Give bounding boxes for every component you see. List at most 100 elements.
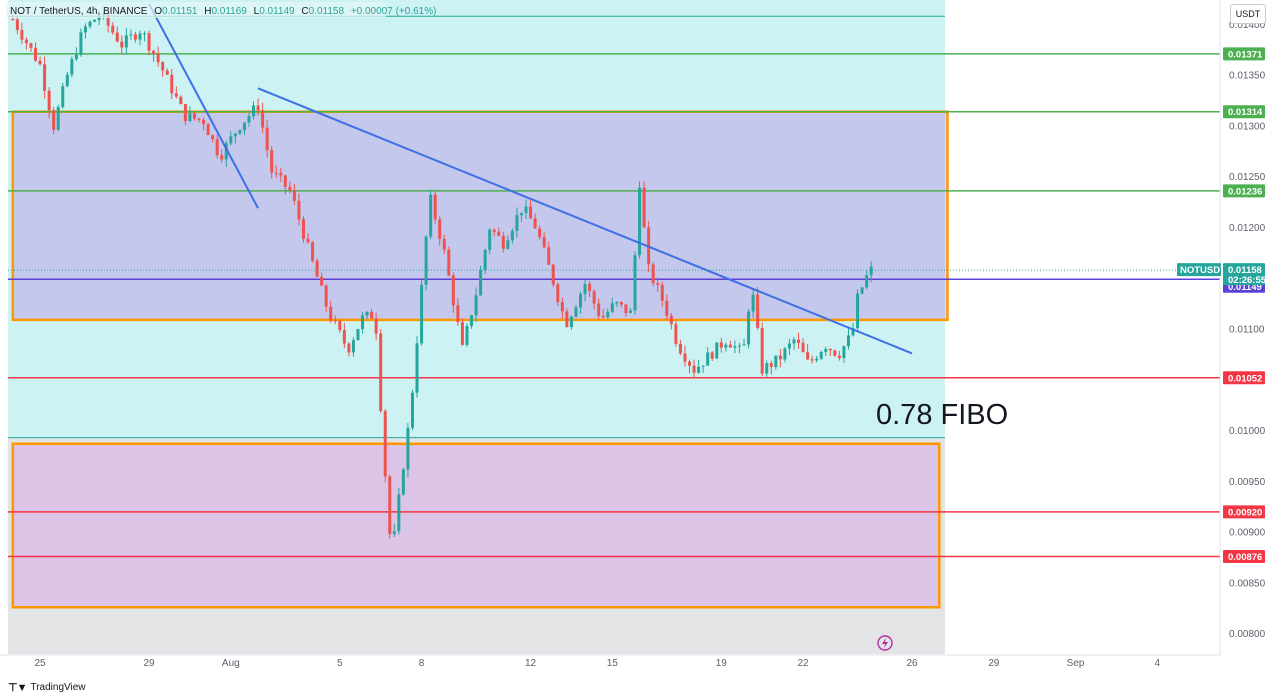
last-price-tag: [1223, 263, 1265, 286]
candle-body: [710, 352, 714, 359]
candle-body: [474, 295, 478, 316]
candle: [479, 265, 483, 296]
candle-body: [678, 343, 682, 354]
candle-body: [320, 276, 324, 286]
candle-body: [556, 284, 560, 302]
candle: [451, 272, 455, 313]
candle-body: [365, 311, 369, 316]
candle: [606, 308, 610, 320]
candle: [410, 389, 414, 431]
time-axis[interactable]: [0, 655, 1220, 675]
candle-body: [252, 105, 256, 117]
candle-body: [347, 343, 351, 353]
candle-body: [206, 124, 210, 136]
candle: [846, 327, 850, 350]
y-tick-label: 0.01100: [1229, 325, 1265, 336]
candle: [88, 20, 92, 29]
candle: [474, 287, 478, 322]
x-tick-label: Aug: [222, 658, 240, 669]
candle: [501, 231, 505, 253]
candle-body: [483, 249, 487, 271]
candle: [111, 22, 115, 35]
candle-body: [747, 311, 751, 345]
candle: [183, 103, 187, 126]
candle: [497, 227, 501, 237]
candle: [242, 122, 246, 135]
candle: [379, 329, 383, 414]
candle: [406, 423, 410, 478]
symbol-label: NOT / TetherUS, 4h, BINANCE: [10, 6, 148, 17]
candle-body: [651, 264, 655, 284]
candle: [233, 132, 237, 144]
candle-body: [138, 33, 142, 40]
candle-body: [106, 13, 110, 26]
candle-body: [501, 235, 505, 249]
candle: [283, 174, 287, 195]
candle-body: [506, 240, 510, 249]
candle-body: [792, 339, 796, 344]
candle-body: [765, 363, 769, 374]
candle: [342, 322, 346, 349]
candle: [460, 318, 464, 346]
candle-body: [601, 315, 605, 318]
price-tag-0.01371: [1223, 47, 1265, 61]
candle-body: [451, 275, 455, 306]
candle: [774, 355, 778, 370]
candle-body: [733, 346, 737, 348]
candle-body: [211, 135, 215, 140]
candle-body: [370, 311, 374, 319]
candle: [392, 523, 396, 538]
candle: [311, 240, 315, 263]
candle: [742, 338, 746, 346]
candle-body: [56, 106, 60, 130]
candle-body: [406, 427, 410, 470]
price-tag-text: 0.01314: [1228, 107, 1263, 118]
candle-body: [120, 41, 124, 48]
candle: [869, 260, 873, 283]
candle: [542, 232, 546, 249]
candle: [715, 342, 719, 359]
candle-body: [728, 344, 732, 348]
price-tag-text: 0.01236: [1228, 186, 1262, 197]
candle-body: [656, 283, 660, 285]
candle: [347, 342, 351, 357]
price-tag-text: 0.01371: [1228, 49, 1263, 60]
candle: [143, 31, 147, 42]
candle-body: [824, 348, 828, 352]
candle-body: [65, 74, 69, 87]
currency-unit-button[interactable]: USDT: [1230, 4, 1266, 24]
candle: [669, 312, 673, 330]
candle-body: [124, 35, 128, 48]
candle-body: [460, 322, 464, 345]
candle: [706, 347, 710, 366]
candle: [465, 323, 469, 347]
lightning-icon[interactable]: [877, 635, 893, 651]
candle: [787, 338, 791, 356]
candle: [692, 359, 696, 378]
candle-body: [374, 318, 378, 334]
candle: [792, 337, 796, 351]
candle-body: [329, 306, 333, 321]
candle: [510, 228, 514, 244]
candle: [828, 348, 832, 356]
candle: [619, 301, 623, 308]
candle-body: [410, 392, 414, 428]
candle-body: [52, 110, 56, 130]
candle-body: [692, 365, 696, 373]
candle-body: [415, 343, 419, 393]
tradingview-footer[interactable]: ⊤▼ TradingView: [8, 681, 86, 694]
candle-body: [615, 301, 619, 304]
candle-body: [497, 231, 501, 236]
candle-body: [783, 348, 787, 360]
candle: [492, 228, 496, 237]
candle-body: [665, 300, 669, 316]
candle: [83, 23, 87, 39]
candle: [488, 227, 492, 255]
trend-layer: [148, 3, 913, 355]
candle-body: [283, 175, 287, 187]
candle: [170, 69, 174, 99]
candle-body: [865, 275, 869, 288]
x-tick-label: 19: [716, 658, 728, 669]
candle-body: [828, 348, 832, 351]
